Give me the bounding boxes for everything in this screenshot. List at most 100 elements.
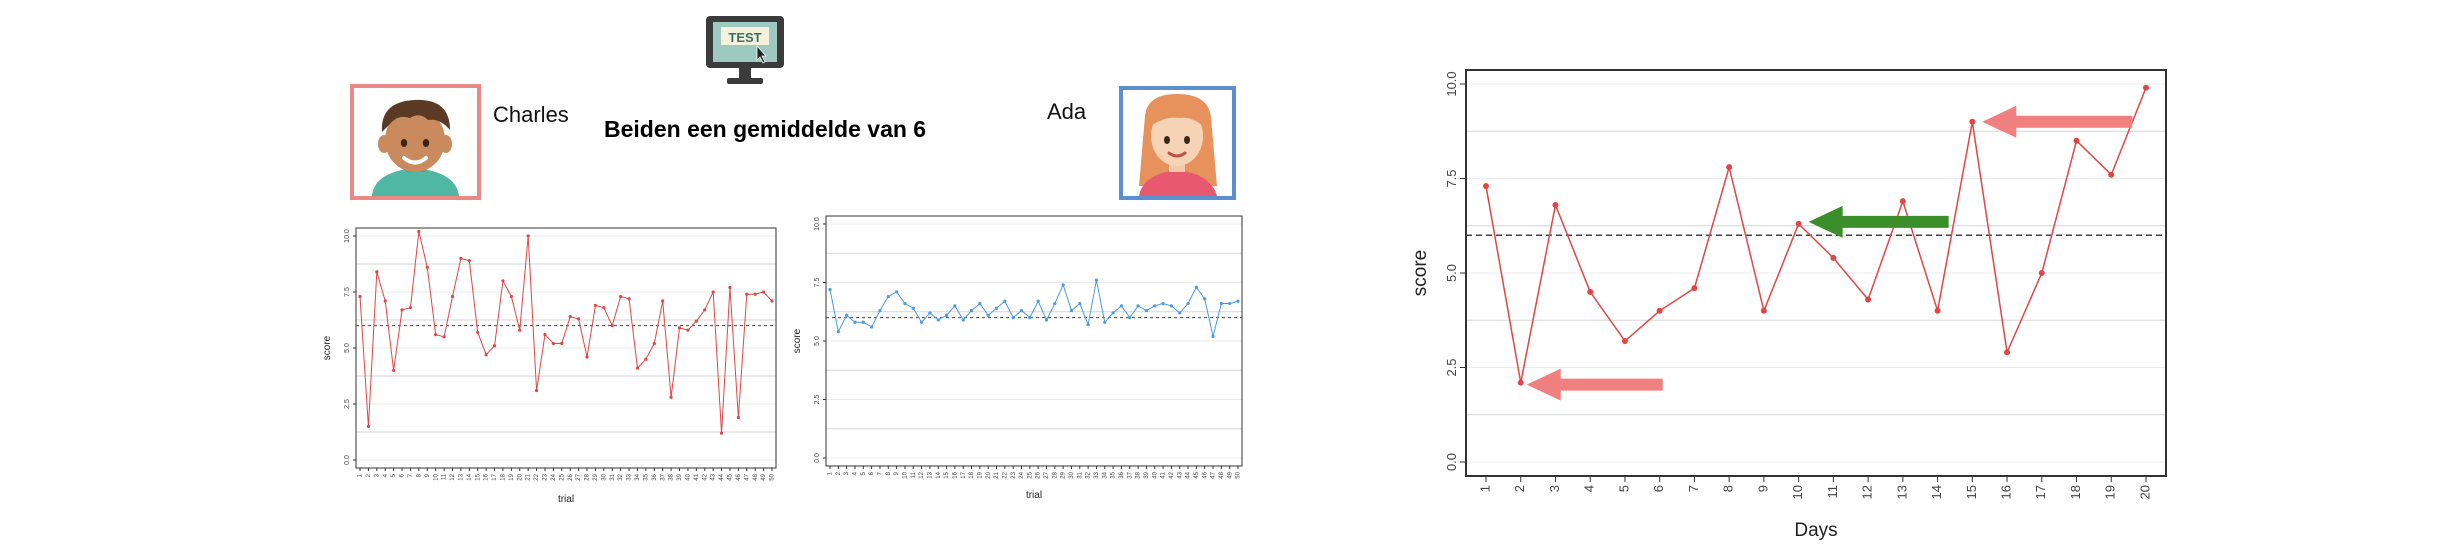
x-tick-label: 49 xyxy=(761,473,767,480)
x-tick-label: 3 xyxy=(844,471,850,475)
data-point xyxy=(1111,311,1115,315)
data-point xyxy=(627,297,631,301)
x-tick-label: 23 xyxy=(543,473,549,480)
x-tick-label: 25 xyxy=(559,473,565,480)
x-tick-label: 39 xyxy=(1144,471,1150,478)
y-tick-label: 7.5 xyxy=(1444,169,1459,187)
name-ada: Ada xyxy=(1047,99,1087,124)
y-tick-label: 2.5 xyxy=(1444,358,1459,376)
data-point xyxy=(459,256,463,260)
x-tick-label: 42 xyxy=(702,473,708,480)
y-tick-label: 7.5 xyxy=(344,287,351,297)
x-tick-label: 15 xyxy=(944,471,950,478)
x-tick-label: 11 xyxy=(442,473,448,480)
x-tick-label: 4 xyxy=(383,473,389,477)
x-tick-label: 18 xyxy=(501,473,507,480)
x-tick-label: 14 xyxy=(1929,485,1944,499)
y-axis-title: score xyxy=(792,328,803,353)
x-tick-label: 26 xyxy=(1036,471,1042,478)
x-tick-label: 41 xyxy=(694,473,700,480)
data-point xyxy=(1053,301,1057,306)
x-tick-label: 25 xyxy=(1027,471,1033,478)
data-point xyxy=(644,357,648,361)
x-tick-label: 41 xyxy=(1161,471,1167,478)
x-tick-label: 40 xyxy=(685,473,691,480)
data-point xyxy=(919,320,924,324)
x-tick-label: 15 xyxy=(1964,485,1979,499)
x-tick-label: 14 xyxy=(467,473,473,480)
x-tick-label: 48 xyxy=(1219,471,1225,478)
data-point xyxy=(442,335,446,339)
x-tick-label: 30 xyxy=(1069,471,1075,478)
x-tick-label: 48 xyxy=(753,473,759,480)
x-tick-label: 43 xyxy=(1177,471,1183,478)
data-point xyxy=(476,330,480,334)
data-point xyxy=(1128,316,1132,320)
data-point xyxy=(2108,171,2115,178)
data-point xyxy=(1552,201,1559,208)
x-tick-label: 17 xyxy=(961,471,967,478)
data-point xyxy=(936,318,940,322)
data-point xyxy=(652,341,656,346)
y-tick-label: 0.0 xyxy=(1444,453,1459,471)
data-point xyxy=(686,328,690,332)
x-tick-label: 8 xyxy=(416,473,422,477)
data-point xyxy=(770,299,774,303)
girl-avatar-icon xyxy=(1123,90,1232,196)
data-point xyxy=(1236,299,1240,303)
x-tick-label: 35 xyxy=(1111,471,1117,478)
series-line xyxy=(1485,87,2147,383)
data-point xyxy=(2073,137,2080,144)
x-tick-label: 27 xyxy=(1044,471,1050,478)
data-point xyxy=(1726,164,1733,171)
x-tick-label: 10 xyxy=(1790,485,1805,499)
x-tick-label: 7 xyxy=(1686,485,1701,492)
data-point xyxy=(703,308,707,312)
y-tick-label: 2.5 xyxy=(344,399,351,409)
x-tick-label: 5 xyxy=(1616,485,1631,492)
data-point xyxy=(450,294,455,299)
x-tick-label: 10 xyxy=(903,471,909,478)
data-point xyxy=(1483,183,1489,190)
y-tick-label: 10.0 xyxy=(344,229,351,243)
data-point xyxy=(1211,334,1215,338)
data-point xyxy=(392,368,396,372)
x-tick-label: 11 xyxy=(1825,485,1840,499)
x-tick-label: 6 xyxy=(400,473,406,477)
x-tick-label: 3 xyxy=(374,473,380,477)
x-tick-label: 37 xyxy=(660,473,666,480)
data-point xyxy=(501,279,505,283)
x-tick-label: 43 xyxy=(711,473,717,480)
x-tick-label: 5 xyxy=(391,473,397,477)
x-tick-label: 5 xyxy=(861,471,867,475)
chart-days: 0.02.55.07.510.01 2 3 4 5 6 7 8 9 10 11 12 13 14 15 16 1… xyxy=(1410,69,2167,540)
data-point xyxy=(518,328,522,332)
data-point xyxy=(986,313,990,317)
data-point xyxy=(1044,318,1049,322)
data-point xyxy=(1019,308,1024,313)
data-point xyxy=(534,388,539,393)
y-axis-title: score xyxy=(322,335,333,360)
x-tick-label: 32 xyxy=(1086,471,1092,478)
y-tick-label: 5.0 xyxy=(344,343,351,353)
data-point xyxy=(417,229,421,234)
x-tick-label: 16 xyxy=(484,473,490,480)
data-point xyxy=(1153,304,1157,308)
x-tick-label: 28 xyxy=(585,473,591,480)
x-tick-label: 6 xyxy=(869,471,875,475)
x-tick-label: 4 xyxy=(853,471,859,475)
chart-charles: 0.02.55.07.510.01 2 3 4 5 6 7 8 9 10 11 12 13 14 15 16 1… xyxy=(322,227,777,504)
x-tick-label: 36 xyxy=(652,473,658,480)
y-tick-label: 0.0 xyxy=(344,455,351,465)
data-point xyxy=(1203,297,1207,301)
x-tick-label: 39 xyxy=(677,473,683,480)
data-point xyxy=(694,319,698,323)
data-point xyxy=(2038,270,2045,276)
data-point xyxy=(969,308,974,313)
x-tick-label: 47 xyxy=(1211,471,1217,478)
x-tick-label: 6 xyxy=(1651,485,1666,492)
data-point xyxy=(425,265,429,269)
x-tick-label: 22 xyxy=(1002,471,1008,478)
y-tick-label: 0.0 xyxy=(814,453,821,463)
y-tick-label: 2.5 xyxy=(814,395,821,405)
